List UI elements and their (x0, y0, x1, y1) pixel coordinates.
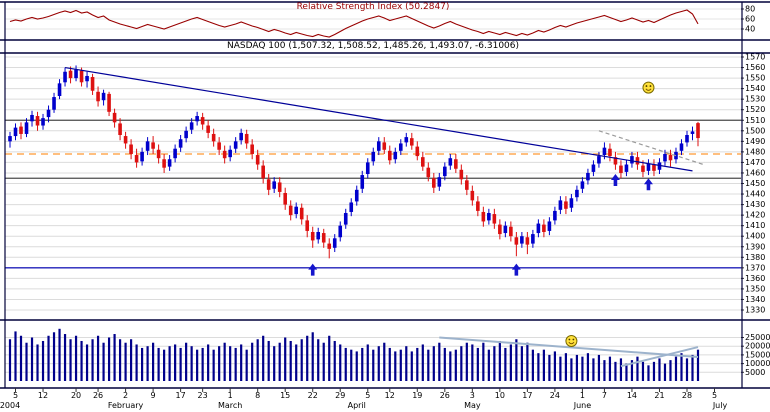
svg-text:5: 5 (365, 391, 370, 400)
svg-text:8: 8 (255, 391, 260, 400)
svg-text:1460: 1460 (745, 168, 765, 177)
svg-text:July: July (712, 401, 728, 410)
svg-text:3: 3 (470, 391, 475, 400)
candles-layer (8, 65, 700, 259)
svg-text:80: 80 (745, 5, 755, 14)
svg-text:10000: 10000 (745, 359, 770, 368)
svg-text:1450: 1450 (745, 179, 765, 188)
svg-text:1340: 1340 (745, 295, 765, 304)
svg-text:20: 20 (71, 391, 81, 400)
svg-text:1350: 1350 (745, 284, 765, 293)
svg-text:1370: 1370 (745, 263, 765, 272)
svg-text:10: 10 (495, 391, 505, 400)
svg-text:60: 60 (745, 15, 755, 24)
svg-text:2004: 2004 (0, 401, 20, 410)
svg-text:1330: 1330 (745, 306, 765, 315)
svg-text:9: 9 (151, 391, 156, 400)
svg-text:1: 1 (580, 391, 585, 400)
svg-text:17: 17 (522, 391, 532, 400)
svg-text:1440: 1440 (745, 190, 765, 199)
svg-text:April: April (348, 401, 366, 410)
svg-text:14: 14 (627, 391, 637, 400)
smiley-annotation-volume (565, 334, 578, 347)
svg-text:1420: 1420 (745, 211, 765, 220)
svg-text:1560: 1560 (745, 63, 765, 72)
svg-text:1490: 1490 (745, 137, 765, 146)
svg-text:28: 28 (682, 391, 692, 400)
svg-text:26: 26 (440, 391, 450, 400)
svg-text:12: 12 (38, 391, 48, 400)
svg-text:40: 40 (745, 25, 755, 34)
signal-arrows (308, 174, 653, 276)
price-trendlines (64, 66, 704, 172)
svg-text:17: 17 (176, 391, 186, 400)
svg-text:23: 23 (198, 391, 208, 400)
svg-text:19: 19 (412, 391, 422, 400)
svg-text:June: June (573, 401, 592, 410)
svg-text:1: 1 (228, 391, 233, 400)
volume-trendlines (439, 336, 699, 368)
svg-text:25000: 25000 (745, 333, 770, 342)
svg-text:21: 21 (654, 391, 664, 400)
svg-text:1390: 1390 (745, 242, 765, 251)
up-arrow-icon (610, 174, 620, 187)
svg-text:7: 7 (602, 391, 607, 400)
svg-text:March: March (218, 401, 242, 410)
svg-text:5: 5 (13, 391, 18, 400)
svg-text:May: May (464, 401, 481, 410)
up-arrow-icon (511, 263, 521, 276)
svg-text:1410: 1410 (745, 221, 765, 230)
date-axis: 5 12 20 26 2 9 17 23 1 8 15 22 29 5 12 19 26 3 10 17 24 1 7 14 2… (0, 388, 727, 410)
svg-text:29: 29 (335, 391, 345, 400)
svg-text:24: 24 (550, 391, 560, 400)
svg-text:15000: 15000 (745, 350, 770, 359)
up-arrow-icon (643, 178, 653, 191)
svg-text:1430: 1430 (745, 200, 765, 209)
svg-text:5: 5 (712, 391, 717, 400)
svg-text:1540: 1540 (745, 84, 765, 93)
svg-text:2: 2 (123, 391, 128, 400)
svg-text:1520: 1520 (745, 105, 765, 114)
svg-text:1500: 1500 (745, 126, 765, 135)
svg-text:15: 15 (280, 391, 290, 400)
svg-text:1530: 1530 (745, 95, 765, 104)
right-axis-labels: 8060401330134013501360137013801390140014… (741, 5, 770, 377)
svg-text:1380: 1380 (745, 253, 765, 262)
svg-text:1360: 1360 (745, 274, 765, 283)
volume-bars (8, 328, 700, 381)
svg-text:5000: 5000 (745, 368, 765, 377)
svg-text:20000: 20000 (745, 342, 770, 351)
svg-text:1480: 1480 (745, 147, 765, 156)
svg-text:1400: 1400 (745, 232, 765, 241)
panel-borders (0, 1, 770, 389)
svg-text:1470: 1470 (745, 158, 765, 167)
svg-text:February: February (108, 401, 144, 410)
rsi-line (9, 9, 699, 38)
svg-text:22: 22 (308, 391, 318, 400)
smiley-annotation-price (642, 81, 655, 94)
svg-text:1550: 1550 (745, 74, 765, 83)
svg-text:1570: 1570 (745, 53, 765, 62)
up-arrow-icon (308, 263, 318, 276)
svg-text:26: 26 (93, 391, 103, 400)
svg-text:1510: 1510 (745, 116, 765, 125)
svg-text:12: 12 (385, 391, 395, 400)
